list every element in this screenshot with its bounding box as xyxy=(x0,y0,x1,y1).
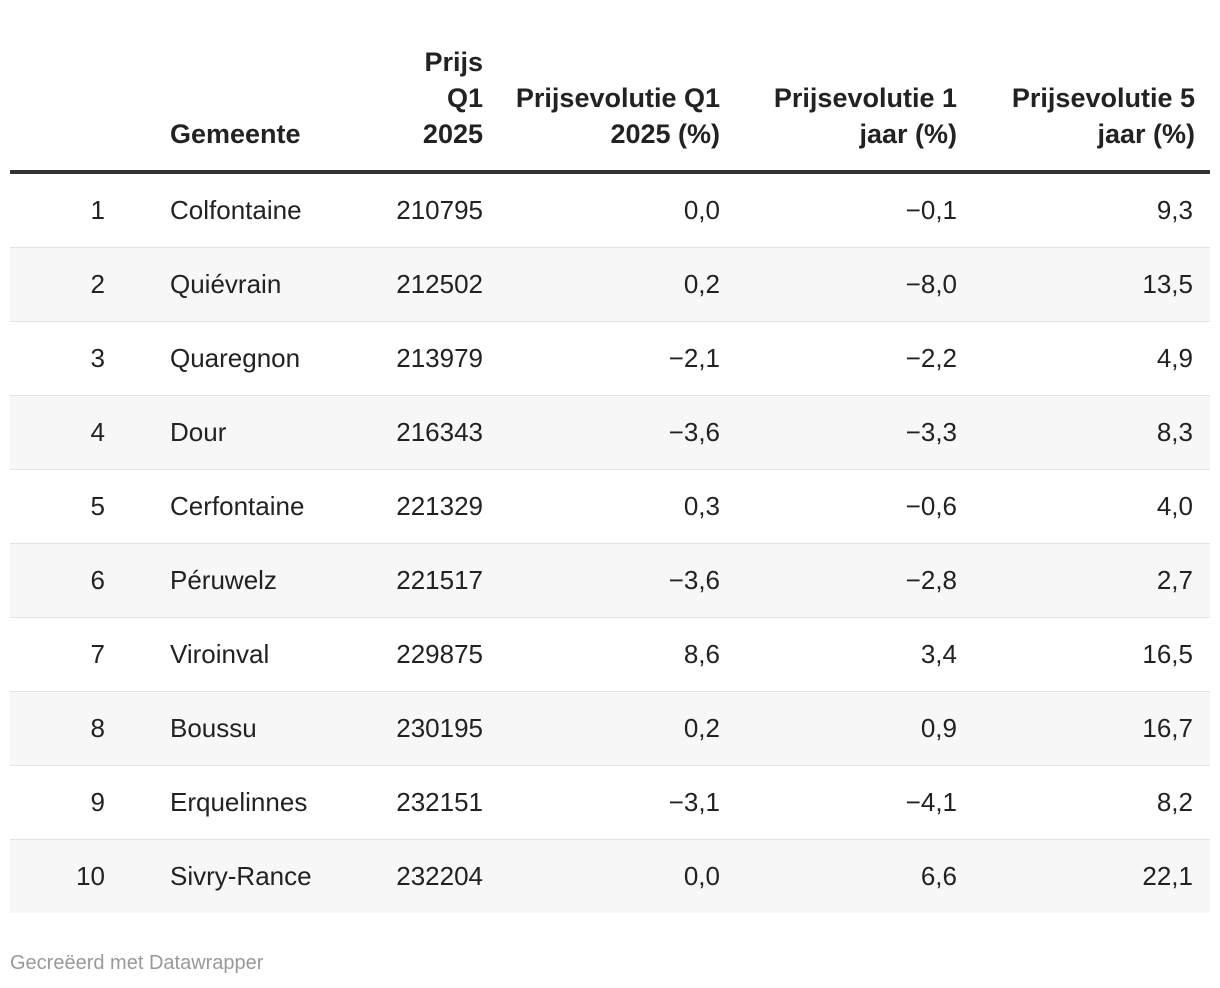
table-cell: 4,0 xyxy=(972,469,1210,544)
table-cell: 4 xyxy=(10,395,155,470)
table-cell: 1 xyxy=(10,172,155,248)
header-cell: Gemeente xyxy=(155,44,380,174)
table-cell: 5 xyxy=(10,469,155,544)
header-text: Gemeente xyxy=(170,119,301,149)
table-cell: Boussu xyxy=(155,691,380,766)
table-cell: 232151 xyxy=(380,765,498,840)
table-cell: −4,1 xyxy=(735,765,972,840)
table-cell: 212502 xyxy=(380,247,498,322)
table-cell: 229875 xyxy=(380,617,498,692)
table-cell: 0,2 xyxy=(498,247,735,322)
table-cell: 4,9 xyxy=(972,321,1210,396)
table-row: 5 Cerfontaine 221329 0,3 −0,6 4,0 xyxy=(10,469,1210,544)
table-row: 9 Erquelinnes 232151 −3,1 −4,1 8,2 xyxy=(10,765,1210,840)
header-cell: Prijsevolutie 5 jaar (%) xyxy=(972,44,1210,174)
table-cell: 16,7 xyxy=(972,691,1210,766)
table-cell: Dour xyxy=(155,395,380,470)
table-cell: 3 xyxy=(10,321,155,396)
table-row: 1 Colfontaine 210795 0,0 −0,1 9,3 xyxy=(10,172,1210,248)
table-row: 10 Sivry-Rance 232204 0,0 6,6 22,1 xyxy=(10,839,1210,913)
table-cell: 6,6 xyxy=(735,839,972,913)
table-row: 2 Quiévrain 212502 0,2 −8,0 13,5 xyxy=(10,247,1210,322)
table-cell: Cerfontaine xyxy=(155,469,380,544)
table-cell: 232204 xyxy=(380,839,498,913)
table-cell: 221329 xyxy=(380,469,498,544)
table-row: 3 Quaregnon 213979 −2,1 −2,2 4,9 xyxy=(10,321,1210,396)
table-cell: Viroinval xyxy=(155,617,380,692)
table-cell: Colfontaine xyxy=(155,172,380,248)
table-cell: 8 xyxy=(10,691,155,766)
header-row: Gemeente Prijs Q1 2025 Prijsevolutie Q1 20… xyxy=(10,44,1210,174)
table-cell: 213979 xyxy=(380,321,498,396)
header-text: Prijsevolutie Q1 2025 (%) xyxy=(515,83,720,149)
table-cell: −3,6 xyxy=(498,543,735,618)
header-cell xyxy=(10,44,155,174)
table-cell: −8,0 xyxy=(735,247,972,322)
table-cell: 13,5 xyxy=(972,247,1210,322)
table-cell: −3,6 xyxy=(498,395,735,470)
table-cell: 10 xyxy=(10,839,155,913)
table-row: 6 Péruwelz 221517 −3,6 −2,8 2,7 xyxy=(10,543,1210,618)
table-cell: 9 xyxy=(10,765,155,840)
header-cell: Prijsevolutie Q1 2025 (%) xyxy=(498,44,735,174)
table-cell: Quaregnon xyxy=(155,321,380,396)
table-row: 4 Dour 216343 −3,6 −3,3 8,3 xyxy=(10,395,1210,470)
table-cell: 16,5 xyxy=(972,617,1210,692)
table-cell: 8,6 xyxy=(498,617,735,692)
table-cell: 9,3 xyxy=(972,172,1210,248)
table-cell: −0,1 xyxy=(735,172,972,248)
table-cell: 230195 xyxy=(380,691,498,766)
table-cell: 8,3 xyxy=(972,395,1210,470)
table-cell: 7 xyxy=(10,617,155,692)
table-cell: 0,3 xyxy=(498,469,735,544)
table-cell: −2,2 xyxy=(735,321,972,396)
footer: Gecreëerd met Datawrapper xyxy=(10,952,264,974)
table-cell: 0,0 xyxy=(498,172,735,248)
table-cell: −2,1 xyxy=(498,321,735,396)
table-cell: 22,1 xyxy=(972,839,1210,913)
table-cell: 8,2 xyxy=(972,765,1210,840)
table-cell: 0,0 xyxy=(498,839,735,913)
table-cell: −3,3 xyxy=(735,395,972,470)
header-cell: Prijsevolutie 1 jaar (%) xyxy=(735,44,972,174)
table-cell: 2 xyxy=(10,247,155,322)
table-cell: Quiévrain xyxy=(155,247,380,322)
table-header: Gemeente Prijs Q1 2025 Prijsevolutie Q1 20… xyxy=(10,44,1210,174)
table-cell: 0,2 xyxy=(498,691,735,766)
header-text: Prijs Q1 2025 xyxy=(422,47,483,149)
table-cell: 2,7 xyxy=(972,543,1210,618)
table-body: 1 Colfontaine 210795 0,0 −0,1 9,3 2 Quiévrain 21… xyxy=(10,172,1210,913)
table-row: 8 Boussu 230195 0,2 0,9 16,7 xyxy=(10,691,1210,766)
ranking-table: Gemeente Prijs Q1 2025 Prijsevolutie Q1 20… xyxy=(10,44,1210,913)
header-text: Prijsevolutie 1 jaar (%) xyxy=(773,83,957,149)
table-cell: 216343 xyxy=(380,395,498,470)
table-cell: 221517 xyxy=(380,543,498,618)
table-cell: Sivry-Rance xyxy=(155,839,380,913)
header-cell: Prijs Q1 2025 xyxy=(380,44,498,174)
table-cell: Erquelinnes xyxy=(155,765,380,840)
table-cell: 0,9 xyxy=(735,691,972,766)
table-cell: −2,8 xyxy=(735,543,972,618)
table-cell: −3,1 xyxy=(498,765,735,840)
table-cell: Péruwelz xyxy=(155,543,380,618)
table-cell: 210795 xyxy=(380,172,498,248)
table-row: 7 Viroinval 229875 8,6 3,4 16,5 xyxy=(10,617,1210,692)
table-cell: −0,6 xyxy=(735,469,972,544)
header-text: Prijsevolutie 5 jaar (%) xyxy=(1011,83,1195,149)
table-cell: 6 xyxy=(10,543,155,618)
table-cell: 3,4 xyxy=(735,617,972,692)
